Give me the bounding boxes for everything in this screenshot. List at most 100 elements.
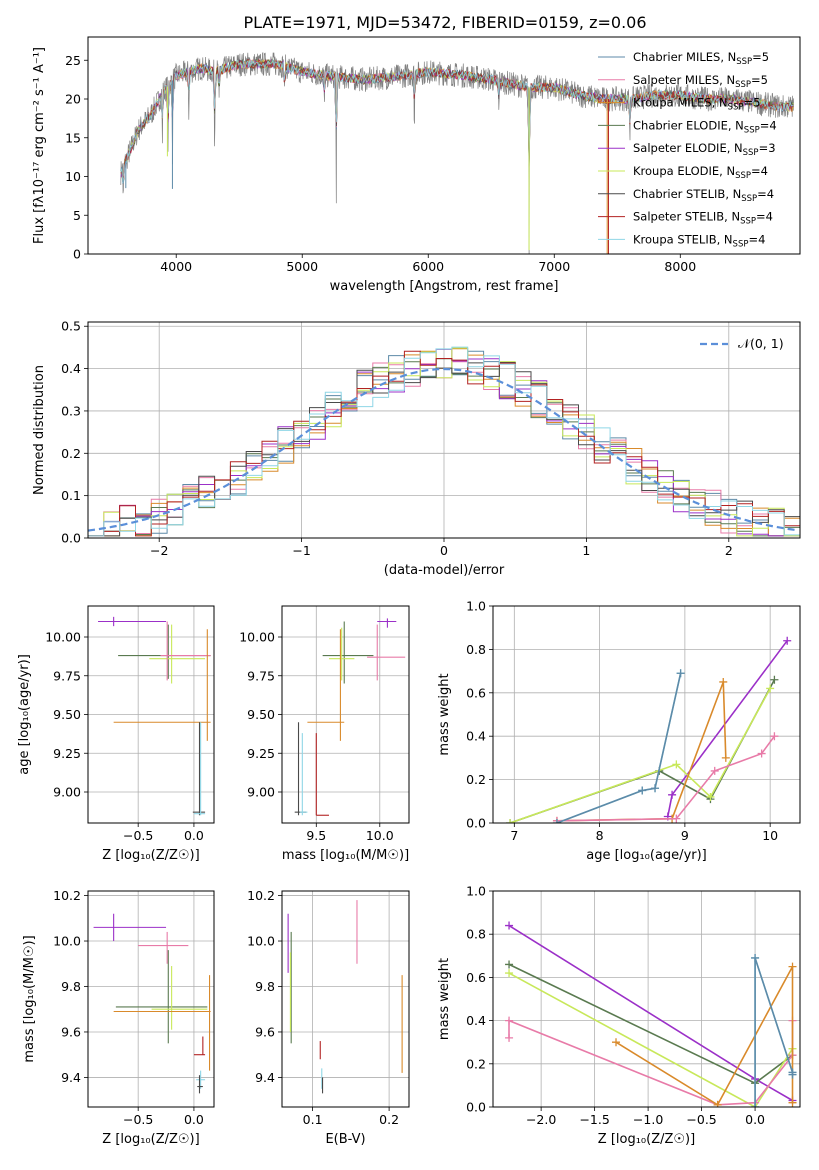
axes-frame bbox=[87, 321, 801, 539]
x-tick-label: 0.1 bbox=[303, 1112, 323, 1127]
weight-marker-kroupa_elodie bbox=[505, 969, 514, 978]
weight-line-salpeter_elodie bbox=[508, 924, 793, 1102]
weight-marker-kroupa_miles bbox=[788, 962, 797, 971]
x-tick-label: 0.0 bbox=[184, 1112, 204, 1127]
histogram-kroupa_elodie bbox=[88, 347, 800, 537]
weight-marker-chabrier_elodie bbox=[505, 960, 514, 969]
y-tick-label: 1.0 bbox=[466, 599, 486, 614]
legend-count: =3 bbox=[759, 141, 776, 155]
weight-line-kroupa_miles bbox=[556, 681, 727, 822]
x-tick-label: 9.5 bbox=[306, 828, 326, 843]
y-axis-label: mass weight bbox=[437, 673, 452, 755]
y-tick-label: 0.6 bbox=[466, 685, 486, 700]
x-tick-label: 6000 bbox=[412, 259, 444, 274]
legend-subscript: SSP bbox=[735, 171, 751, 181]
weight-marker-salpeter_miles bbox=[505, 1016, 514, 1025]
legend-subscript: SSP bbox=[741, 194, 757, 204]
y-tick-label: 5 bbox=[73, 208, 81, 223]
y-tick-label: 10.00 bbox=[45, 630, 81, 645]
y-tick-label: 10.00 bbox=[239, 630, 275, 645]
y-tick-label: 9.8 bbox=[255, 979, 275, 994]
x-axis-label: wavelength [Angstrom, rest frame] bbox=[330, 279, 559, 294]
y-tick-label: 0.8 bbox=[466, 642, 486, 657]
weight-marker-kroupa_elodie bbox=[506, 819, 515, 823]
plot-content bbox=[120, 52, 795, 254]
plot-content bbox=[93, 913, 211, 1094]
weight-marker-salpeter_miles bbox=[770, 732, 779, 741]
axes-massweight_vs_age: 7 8 9 10 0.0 0.2 0.4 0.6 0.8 1.0 age [log₁₀(age/yr… bbox=[437, 599, 801, 863]
histogram-kroupa_stelib bbox=[88, 346, 800, 537]
model-spectrum-kroupa_stelib bbox=[120, 59, 794, 183]
y-tick-label: 0.4 bbox=[61, 361, 81, 376]
weight-marker-kroupa_elodie bbox=[706, 792, 715, 801]
y-tick-label: 0.0 bbox=[466, 816, 486, 831]
x-axis-label: mass [log₁₀(M/M☉)] bbox=[282, 848, 409, 863]
weight-line-kroupa_miles bbox=[615, 966, 794, 1106]
legend-subscript: SSP bbox=[743, 148, 759, 158]
y-tick-label: 9.50 bbox=[53, 707, 81, 722]
normal-reference-curve bbox=[88, 367, 798, 532]
y-tick-label: 0.5 bbox=[61, 319, 81, 334]
x-tick-label: 8 bbox=[596, 828, 604, 843]
x-axis-label: Z [log₁₀(Z/Z☉)] bbox=[102, 1132, 199, 1147]
y-tick-label: 9.00 bbox=[53, 785, 81, 800]
weight-marker-salpeter_miles bbox=[757, 749, 766, 758]
y-tick-label: 9.75 bbox=[53, 668, 81, 683]
legend-count: =4 bbox=[760, 118, 777, 132]
x-tick-label: 7000 bbox=[538, 259, 570, 274]
y-tick-label: 0.2 bbox=[61, 446, 81, 461]
y-tick-label: 0 bbox=[73, 247, 81, 262]
axes-frame bbox=[492, 605, 801, 824]
y-tick-label: 1.0 bbox=[466, 884, 486, 899]
y-tick-label: 10.2 bbox=[53, 888, 81, 903]
legend-label-kroupa_stelib: Kroupa STELIB, NSSP=4 bbox=[633, 232, 765, 249]
axes-spectrum: 4000 5000 6000 7000 8000 0 5 10 15 20 25 wavelength… bbox=[32, 36, 801, 294]
weight-marker-salpeter_elodie bbox=[505, 921, 514, 930]
axes-mass_vs_Z: −0.5 0.0 9.4 9.6 9.8 10.0 10.2 Z [log₁₀(Z/Z☉)] m… bbox=[22, 888, 215, 1147]
y-tick-label: 10.0 bbox=[247, 934, 275, 949]
x-tick-label: −1.5 bbox=[579, 1112, 609, 1127]
legend-label-chabrier_elodie: Chabrier ELODIE, NSSP=4 bbox=[633, 118, 777, 135]
x-tick-label: 10.0 bbox=[366, 828, 394, 843]
y-tick-label: 10.0 bbox=[53, 934, 81, 949]
weight-marker-chabrier_miles bbox=[552, 819, 561, 823]
histogram-salpeter_stelib bbox=[88, 350, 800, 537]
axes-frame bbox=[87, 36, 801, 255]
y-tick-label: 10.2 bbox=[247, 888, 275, 903]
y-tick-label: 9.75 bbox=[247, 668, 275, 683]
x-tick-label: 1 bbox=[582, 543, 590, 558]
x-tick-label: 0 bbox=[440, 543, 448, 558]
weight-marker-kroupa_miles bbox=[719, 677, 728, 686]
plot-content bbox=[98, 616, 211, 816]
x-tick-label: 2 bbox=[725, 543, 733, 558]
x-tick-label: −2.0 bbox=[526, 1112, 556, 1127]
axes-frame bbox=[492, 890, 801, 1108]
weight-marker-chabrier_miles bbox=[676, 669, 685, 678]
axes-frame bbox=[87, 890, 215, 1108]
x-tick-label: −0.5 bbox=[686, 1112, 716, 1127]
weight-marker-salpeter_miles bbox=[710, 766, 719, 775]
y-tick-label: 9.6 bbox=[61, 1024, 81, 1039]
legend-subscript: SSP bbox=[735, 80, 751, 90]
weight-marker-chabrier_miles bbox=[651, 784, 660, 793]
weight-marker-chabrier_miles bbox=[788, 1070, 797, 1079]
x-tick-label: 7 bbox=[510, 828, 518, 843]
x-axis-label: Z [log₁₀(Z/Z☉)] bbox=[598, 1132, 695, 1147]
weight-marker-chabrier_miles bbox=[751, 953, 760, 962]
weight-marker-chabrier_elodie bbox=[770, 675, 779, 684]
y-tick-label: 0.6 bbox=[466, 970, 486, 985]
weight-marker-chabrier_miles bbox=[638, 786, 647, 795]
weight-line-kroupa_stelib bbox=[754, 957, 794, 1107]
weight-line-salpeter_elodie bbox=[667, 640, 788, 817]
legend-label-chabrier_miles: Chabrier MILES, NSSP=5 bbox=[633, 50, 769, 67]
legend-label-salpeter_stelib: Salpeter STELIB, NSSP=4 bbox=[633, 210, 773, 227]
legend-count: =4 bbox=[756, 210, 773, 224]
residual-legend: 𝒩(0, 1) bbox=[700, 336, 784, 351]
plot-content bbox=[506, 636, 792, 823]
legend-count: =4 bbox=[757, 187, 774, 201]
weight-marker-kroupa_elodie bbox=[766, 684, 775, 693]
axes-frame bbox=[281, 605, 410, 824]
x-tick-label: 9 bbox=[681, 828, 689, 843]
weight-marker-kroupa_miles bbox=[788, 1098, 797, 1107]
